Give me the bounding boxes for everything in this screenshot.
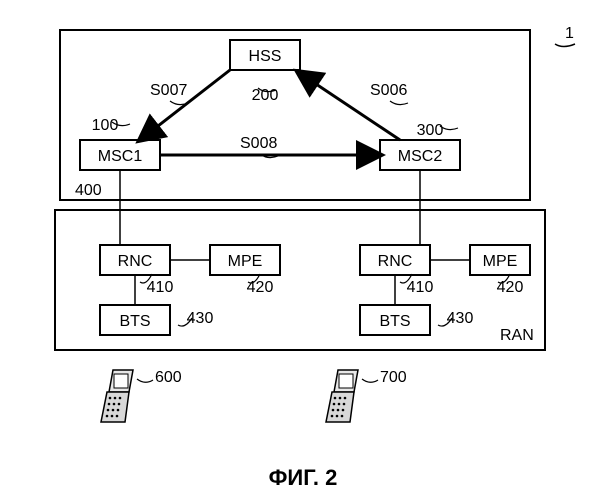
node-mpe1-code: 420 — [247, 279, 274, 296]
node-mpe2-label: MPE — [483, 253, 518, 270]
node-mpe2-code: 420 — [497, 279, 524, 296]
node-msc2-code: 300 — [417, 122, 444, 139]
node-bts2-label: BTS — [379, 313, 410, 330]
ran-label: RAN — [500, 327, 534, 344]
arrow-s006-label: S006 — [370, 82, 407, 99]
node-bts1-label: BTS — [119, 313, 150, 330]
phone-2-code: 700 — [380, 369, 407, 386]
node-rnc1-label: RNC — [118, 253, 153, 270]
phone-icon-2 — [326, 370, 358, 422]
figure-ref-label: 1 — [565, 25, 574, 42]
arrow-s008-label: S008 — [240, 135, 277, 152]
phone-1-code-tick — [137, 379, 153, 382]
node-rnc2-label: RNC — [378, 253, 413, 270]
node-mpe1-label: MPE — [228, 253, 263, 270]
node-msc2-label: MSC2 — [398, 148, 443, 165]
arrow-s006-tick — [390, 101, 408, 105]
figure-caption: ФИГ. 2 — [269, 465, 338, 490]
arrow-s007 — [140, 70, 230, 140]
phone-2-code-tick — [362, 379, 378, 382]
node-rnc1-code: 410 — [147, 279, 174, 296]
arrow-s007-tick — [170, 101, 188, 105]
node-bts2-code: 430 — [447, 310, 474, 327]
node-hss-code: 200 — [252, 87, 279, 104]
node-msc1-code: 100 — [92, 117, 119, 134]
node-bts1-code: 430 — [187, 310, 214, 327]
figure-ref-swoosh — [555, 44, 575, 47]
phone-1-code: 600 — [155, 369, 182, 386]
arrow-s007-label: S007 — [150, 82, 187, 99]
node-hss-label: HSS — [249, 48, 282, 65]
core-box-code: 400 — [75, 182, 102, 199]
node-rnc2-code: 410 — [407, 279, 434, 296]
phone-icon-1 — [101, 370, 133, 422]
node-msc1-label: MSC1 — [98, 148, 143, 165]
